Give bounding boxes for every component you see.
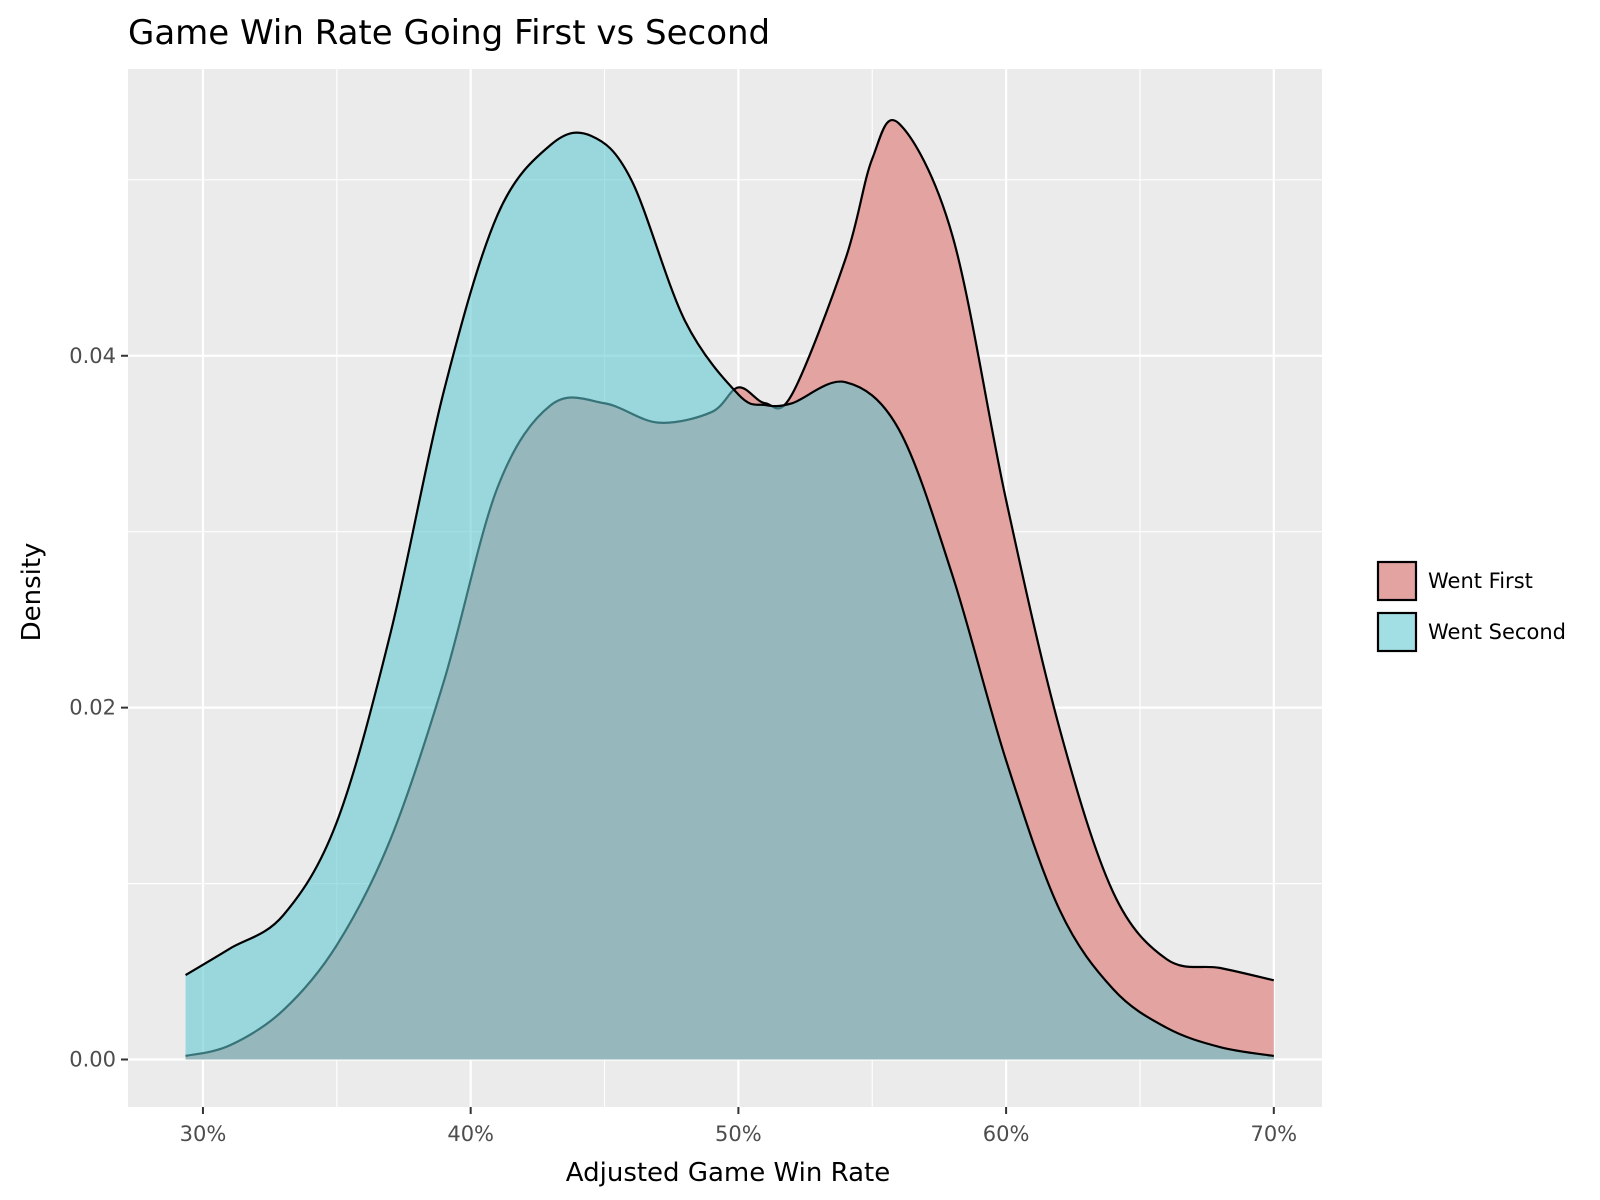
- legend-key: [1376, 611, 1418, 653]
- x-tick-label: 30%: [180, 1122, 227, 1146]
- x-tick-label: 60%: [983, 1122, 1030, 1146]
- legend-key: [1376, 560, 1418, 602]
- y-axis-title: Density: [17, 543, 47, 642]
- x-axis-title: Adjusted Game Win Rate: [566, 1158, 890, 1188]
- density-area-went-second: [185, 132, 1274, 1060]
- density-areas: [184, 119, 1275, 1060]
- x-tick-label: 70%: [1250, 1122, 1297, 1146]
- y-tick-label: 0.00: [69, 1047, 116, 1071]
- chart-title: Game Win Rate Going First vs Second: [128, 13, 770, 53]
- legend: Went First Went Second: [1376, 560, 1566, 653]
- x-tick-label: 50%: [715, 1122, 762, 1146]
- x-tick-label: 40%: [447, 1122, 494, 1146]
- x-axis: 30% 40% 50% 60% 70%: [180, 1107, 1297, 1146]
- y-axis: 0.00 0.02 0.04: [69, 344, 128, 1071]
- y-tick-label: 0.04: [69, 344, 116, 368]
- density-line-went-second: [184, 131, 1274, 1058]
- legend-label: Went First: [1428, 569, 1533, 593]
- y-tick-label: 0.02: [69, 696, 116, 720]
- legend-label: Went Second: [1428, 620, 1566, 644]
